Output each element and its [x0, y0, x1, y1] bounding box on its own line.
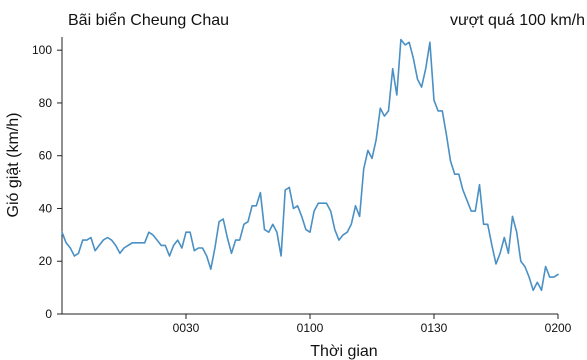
plot-area: [61, 38, 559, 292]
y-axis-label: Gió giật (km/h): [5, 113, 22, 218]
y-tick-label: 40: [39, 201, 53, 215]
chart-title: Bãi biển Cheung Chau: [68, 12, 230, 29]
y-tick-label: 20: [39, 254, 53, 268]
y-tick-label: 60: [39, 149, 53, 163]
y-tick-label: 80: [39, 96, 53, 110]
chart-axes: 0 20 40 60 80 100 0030 0100 0130 0200: [32, 37, 572, 335]
x-tick-label: 0030: [173, 321, 200, 335]
chart-annotation: vượt quá 100 km/h: [449, 12, 585, 29]
x-tick-label: 0130: [421, 321, 448, 335]
y-tick-label: 0: [45, 307, 52, 321]
series-line: [61, 38, 559, 292]
x-tick-label: 0100: [297, 321, 324, 335]
y-tick-label: 100: [32, 43, 52, 57]
x-axis-label: Thời gian: [310, 343, 377, 360]
x-tick-label: 0200: [545, 321, 572, 335]
